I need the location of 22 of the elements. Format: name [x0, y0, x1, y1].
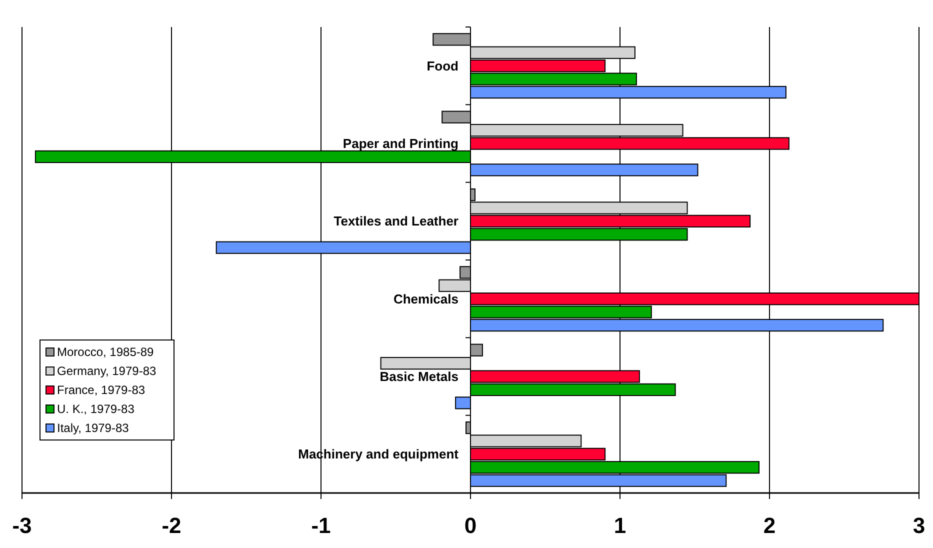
bar [442, 110, 471, 124]
x-tick-label: -1 [311, 513, 331, 538]
bar [455, 396, 471, 410]
bar [432, 33, 471, 46]
y-tick-label: Chemicals [393, 291, 458, 306]
x-tick-label: -2 [162, 513, 182, 538]
x-tick-label: 0 [464, 513, 477, 538]
y-tick-label: Textiles and Leather [334, 214, 458, 229]
x-tick-label: 1 [614, 513, 626, 538]
x-tick-label: 3 [912, 513, 926, 538]
x-tick-label: 2 [763, 513, 776, 538]
y-tick-label: Paper and Printing [342, 136, 459, 151]
y-tick-label: Basic Metals [380, 369, 458, 384]
legend-label: Italy, 1979-83 [57, 421, 130, 435]
legend-label: U. K., 1979-83 [57, 402, 135, 416]
legend-label: Germany, 1979-83 [57, 364, 156, 378]
y-tick-label: Food [426, 58, 459, 74]
bar [470, 344, 483, 356]
x-tick-label: -3 [12, 513, 32, 538]
legend-label: France, 1979-83 [57, 383, 146, 397]
bar [380, 356, 471, 370]
legend-label: Morocco, 1985-89 [57, 345, 154, 359]
